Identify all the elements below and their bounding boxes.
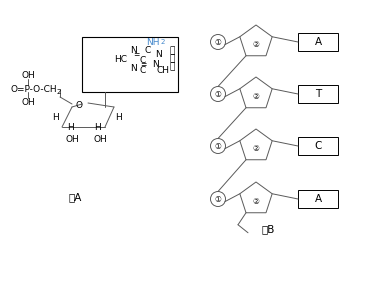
- Text: A: A: [314, 194, 322, 204]
- Text: ①: ①: [215, 90, 221, 99]
- Text: 图B: 图B: [261, 224, 275, 234]
- Text: C: C: [140, 65, 146, 75]
- Text: H: H: [67, 122, 74, 131]
- Text: 腺: 腺: [169, 46, 175, 56]
- Text: ①: ①: [215, 142, 221, 150]
- Text: O: O: [75, 100, 83, 110]
- Text: ①: ①: [215, 37, 221, 46]
- Text: HC: HC: [115, 55, 127, 64]
- Text: NH: NH: [146, 37, 160, 46]
- Bar: [298, 85, 338, 103]
- Text: ②: ②: [253, 196, 259, 205]
- Text: C: C: [140, 56, 146, 64]
- Bar: [298, 137, 338, 155]
- Text: H: H: [115, 112, 121, 122]
- Text: 嘌: 嘌: [169, 55, 175, 64]
- Text: N: N: [152, 60, 158, 68]
- Text: 2: 2: [57, 89, 61, 95]
- Text: N: N: [155, 49, 161, 59]
- Text: ②: ②: [253, 143, 259, 153]
- Text: OH: OH: [93, 134, 107, 143]
- Text: H: H: [93, 122, 100, 131]
- Bar: [298, 190, 338, 208]
- Text: O=P-O-CH: O=P-O-CH: [10, 84, 57, 94]
- Text: N: N: [130, 45, 136, 55]
- Text: OH: OH: [21, 98, 35, 107]
- Bar: [298, 33, 338, 51]
- Text: CH: CH: [156, 65, 170, 75]
- Text: ②: ②: [253, 40, 259, 49]
- Text: H: H: [52, 112, 58, 122]
- Text: OH: OH: [65, 134, 79, 143]
- Text: A: A: [314, 37, 322, 47]
- Text: C: C: [145, 45, 151, 55]
- Text: N: N: [130, 64, 136, 72]
- Bar: [82, 37, 178, 92]
- Text: =: =: [140, 60, 146, 69]
- Text: ②: ②: [253, 91, 259, 100]
- Text: ①: ①: [215, 195, 221, 204]
- Text: T: T: [315, 89, 321, 99]
- Text: 呤: 呤: [169, 63, 175, 72]
- Text: C: C: [314, 141, 322, 151]
- Text: 2: 2: [161, 39, 165, 45]
- Text: =: =: [133, 50, 139, 60]
- Text: OH: OH: [21, 71, 35, 80]
- Text: 图A: 图A: [68, 192, 82, 202]
